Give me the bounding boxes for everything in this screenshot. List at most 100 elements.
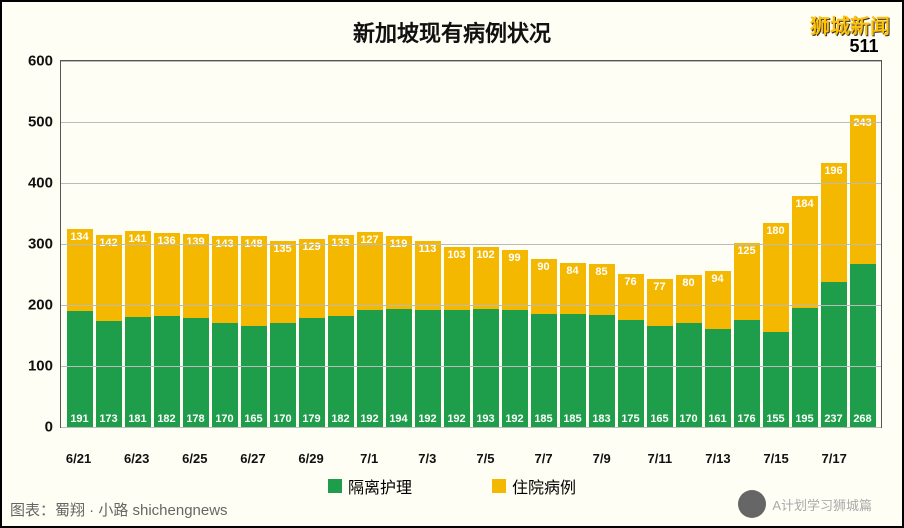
y-axis-label: 0 [45,419,53,436]
bar-value-isolation: 170 [676,413,702,425]
bar-segment-hospital: 125 [734,243,760,319]
x-axis-tick [211,451,237,466]
bar-value-isolation: 175 [618,413,644,425]
bar-value-hospital: 80 [676,277,702,289]
x-axis-tick: 6/29 [298,451,324,466]
bar-segment-isolation: 194 [386,309,412,427]
bar-segment-isolation: 176 [734,320,760,427]
bar-value-isolation: 185 [531,413,557,425]
bar-segment-hospital: 103 [444,247,470,310]
x-axis-tick: 7/7 [531,451,557,466]
bar-value-hospital: 139 [183,236,209,248]
gridline [61,122,881,123]
bar-value-hospital: 129 [299,241,325,253]
x-axis-tick: 6/21 [66,451,92,466]
bar-value-hospital: 243 [850,117,876,129]
bar-value-hospital: 99 [502,252,528,264]
avatar-icon [738,490,766,518]
bar-value-hospital: 133 [328,237,354,249]
bar-segment-hospital: 196 [821,163,847,283]
bar-value-hospital: 142 [96,237,122,249]
bar-segment-isolation: 179 [299,318,325,427]
bar-value-isolation: 192 [357,413,383,425]
x-axis-tick: 7/11 [647,451,673,466]
x-axis-tick: 6/23 [124,451,150,466]
bar-segment-isolation: 181 [125,317,151,427]
x-axis-tick: 7/17 [821,451,847,466]
y-axis-label: 300 [28,236,53,253]
x-axis-tick [269,451,295,466]
x-axis-tick [560,451,586,466]
plot-area: 1341911421731411811361821391781431701481… [60,60,882,428]
bar-segment-isolation: 185 [560,314,586,427]
y-axis-label: 100 [28,358,53,375]
bar-total-label: 511 [850,36,876,57]
bar-segment-isolation: 161 [705,329,731,427]
bar-segment-isolation: 192 [502,310,528,427]
bar-segment-isolation: 192 [415,310,441,427]
bar-value-isolation: 195 [792,413,818,425]
bar-segment-hospital: 102 [473,247,499,309]
bar-segment-hospital: 134 [67,229,93,311]
bar-segment-isolation: 182 [154,316,180,427]
bar-value-isolation: 181 [125,413,151,425]
bar-value-isolation: 165 [647,413,673,425]
bar-value-hospital: 94 [705,273,731,285]
bar-value-isolation: 192 [502,413,528,425]
x-axis-tick [618,451,644,466]
x-axis-tick: 7/15 [763,451,789,466]
bar-value-hospital: 90 [531,261,557,273]
bar-segment-isolation: 165 [647,326,673,427]
x-axis-tick [850,451,876,466]
x-axis-tick: 7/13 [705,451,731,466]
x-axis-tick: 6/27 [240,451,266,466]
bar-segment-isolation: 185 [531,314,557,427]
bar-value-hospital: 102 [473,249,499,261]
bar-segment-isolation: 193 [473,309,499,427]
bar-segment-hospital: 180 [763,223,789,333]
x-axis-tick [385,451,411,466]
bar-segment-isolation: 195 [792,308,818,427]
gridline [61,244,881,245]
bar-segment-hospital: 76 [618,274,644,320]
y-axis-label: 200 [28,297,53,314]
bar-value-hospital: 134 [67,231,93,243]
bar-value-isolation: 237 [821,413,847,425]
bar-segment-hospital: 94 [705,271,731,328]
bar-value-isolation: 194 [386,413,412,425]
bar-segment-hospital: 80 [676,275,702,324]
bar-value-isolation: 173 [96,413,122,425]
bar-value-isolation: 170 [212,413,238,425]
bar-value-isolation: 182 [328,413,354,425]
legend-item-hospital: 住院病例 [492,474,576,498]
legend-swatch-isolation [328,479,342,493]
x-axis-tick: 7/3 [414,451,440,466]
bar-value-isolation: 185 [560,413,586,425]
bar-value-isolation: 179 [299,413,325,425]
y-axis-label: 600 [28,53,53,70]
bar-segment-hospital: 84 [560,263,586,314]
bar-segment-hospital: 77 [647,279,673,326]
bar-segment-hospital: 99 [502,250,528,310]
bar-value-isolation: 178 [183,413,209,425]
x-axis-tick [792,451,818,466]
bar-segment-hospital: 243 [850,115,876,263]
bar-value-isolation: 192 [415,413,441,425]
bar-value-isolation: 161 [705,413,731,425]
bar-segment-isolation: 173 [96,321,122,427]
x-axis: 6/216/236/256/276/297/17/37/57/77/97/117… [60,451,882,466]
legend-label-isolation: 隔离护理 [348,474,412,498]
x-axis-tick: 7/1 [356,451,382,466]
bar-value-isolation: 182 [154,413,180,425]
bar-segment-hospital: 113 [415,241,441,310]
bar-segment-hospital: 136 [154,233,180,316]
bar-value-hospital: 136 [154,235,180,247]
x-axis-tick [443,451,469,466]
bar-segment-isolation: 175 [618,320,644,427]
bar-segment-hospital: 143 [212,236,238,323]
bar-value-isolation: 268 [850,413,876,425]
gridline [61,61,881,62]
bar-segment-hospital: 129 [299,239,325,318]
x-axis-tick [734,451,760,466]
bar-segment-hospital: 119 [386,236,412,309]
